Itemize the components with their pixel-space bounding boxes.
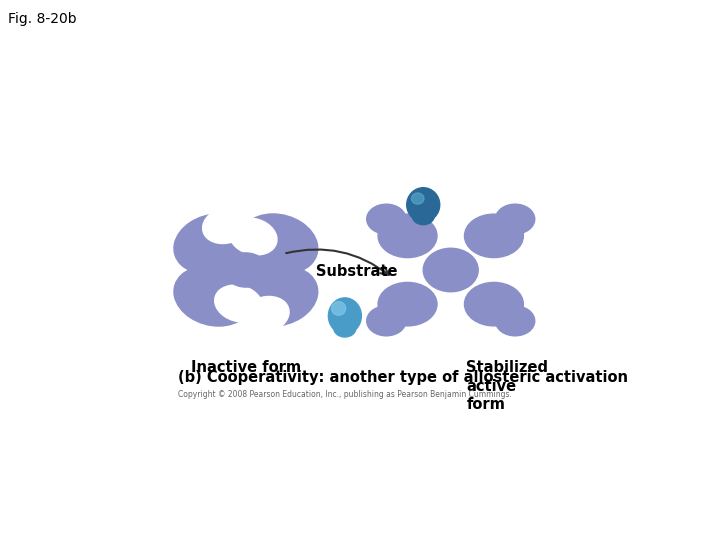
Text: Inactive form: Inactive form <box>191 360 301 375</box>
Ellipse shape <box>331 302 346 315</box>
Text: Copyright © 2008 Pearson Education, Inc., publishing as Pearson Benjamin Cumming: Copyright © 2008 Pearson Education, Inc.… <box>178 390 511 399</box>
Ellipse shape <box>241 296 289 333</box>
Ellipse shape <box>224 253 267 287</box>
Ellipse shape <box>240 266 318 326</box>
Ellipse shape <box>202 207 251 244</box>
Ellipse shape <box>366 204 406 234</box>
Ellipse shape <box>423 248 478 292</box>
Ellipse shape <box>366 306 406 336</box>
Text: Substrate: Substrate <box>316 264 397 279</box>
Ellipse shape <box>334 320 356 337</box>
Ellipse shape <box>328 298 361 334</box>
Ellipse shape <box>411 193 424 204</box>
Ellipse shape <box>495 306 535 336</box>
Ellipse shape <box>413 207 434 225</box>
Text: (b) Cooperativity: another type of allosteric activation: (b) Cooperativity: another type of allos… <box>178 370 628 385</box>
Ellipse shape <box>174 266 252 326</box>
Ellipse shape <box>174 214 252 274</box>
Ellipse shape <box>407 188 440 222</box>
Text: Fig. 8-20b: Fig. 8-20b <box>8 12 77 26</box>
Text: Stabilized
active
form: Stabilized active form <box>467 360 549 412</box>
Ellipse shape <box>378 282 437 326</box>
Ellipse shape <box>229 218 277 255</box>
Ellipse shape <box>464 214 523 258</box>
Ellipse shape <box>215 285 263 322</box>
Ellipse shape <box>378 214 437 258</box>
Ellipse shape <box>240 214 318 274</box>
Ellipse shape <box>464 282 523 326</box>
Ellipse shape <box>495 204 535 234</box>
